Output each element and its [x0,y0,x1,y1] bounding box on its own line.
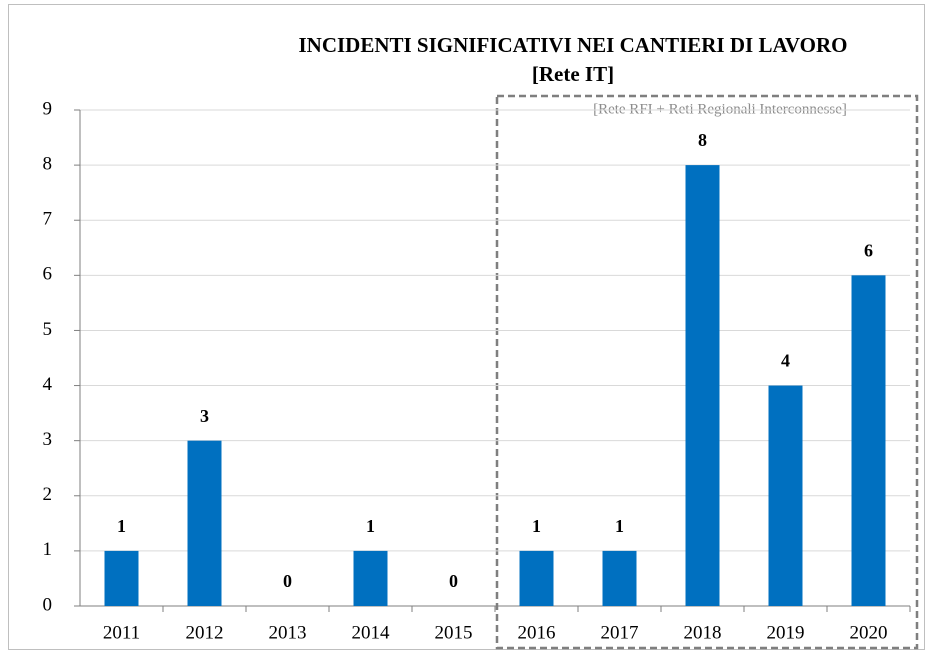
bar [851,275,886,606]
y-tick-label: 3 [43,429,53,450]
y-tick-label: 5 [43,319,53,340]
y-tick-label: 4 [43,374,53,395]
value-label: 0 [283,571,292,591]
y-tick-label: 1 [43,539,53,560]
bar [187,440,222,606]
x-tick-label: 2015 [435,622,473,643]
y-tick-label: 0 [43,594,53,615]
x-tick-label: 2020 [850,622,888,643]
value-label: 1 [117,516,126,536]
bar [519,550,554,606]
x-tick-label: 2019 [767,622,805,643]
x-tick-label: 2018 [684,622,722,643]
y-tick-label: 7 [43,209,53,230]
value-label: 6 [864,240,873,260]
y-tick-label: 8 [43,153,53,174]
y-tick-label: 6 [43,264,53,285]
value-label: 1 [532,516,541,536]
value-label: 4 [781,351,790,371]
bar [104,550,139,606]
bar [353,550,388,606]
bar [602,550,637,606]
value-label: 0 [449,571,458,591]
chart-border [8,4,925,650]
value-label: 1 [615,516,624,536]
chart-title: INCIDENTI SIGNIFICATIVI NEI CANTIERI DI … [298,33,847,57]
x-tick-label: 2011 [103,622,140,643]
chart-subtitle: [Rete IT] [532,62,614,86]
x-tick-label: 2014 [352,622,391,643]
x-tick-label: 2013 [269,622,307,643]
x-tick-label: 2017 [601,622,639,643]
y-tick-label: 2 [43,484,53,505]
highlight-box [495,94,919,650]
y-tick-label: 9 [43,98,53,119]
annotation: [Rete RFI + Reti Regionali Interconnesse… [593,101,847,117]
x-tick-label: 2012 [186,622,224,643]
value-label: 1 [366,516,375,536]
x-tick-label: 2016 [518,622,556,643]
value-label: 3 [200,406,209,426]
value-label: 8 [698,130,707,150]
bar [768,385,803,606]
bar [685,165,720,606]
